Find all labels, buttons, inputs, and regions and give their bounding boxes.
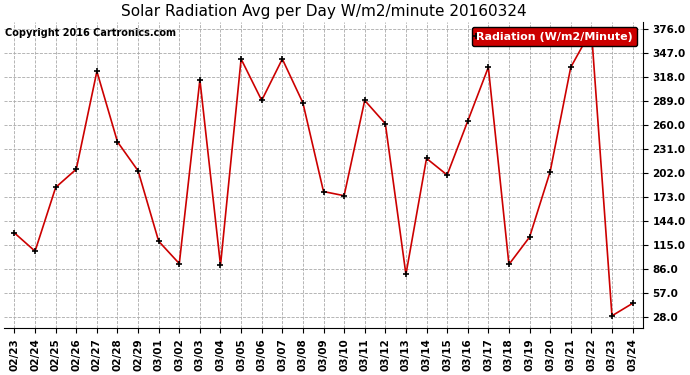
Title: Solar Radiation Avg per Day W/m2/minute 20160324: Solar Radiation Avg per Day W/m2/minute …: [121, 4, 526, 19]
Legend: Radiation (W/m2/Minute): Radiation (W/m2/Minute): [472, 27, 638, 46]
Text: Copyright 2016 Cartronics.com: Copyright 2016 Cartronics.com: [6, 28, 177, 38]
